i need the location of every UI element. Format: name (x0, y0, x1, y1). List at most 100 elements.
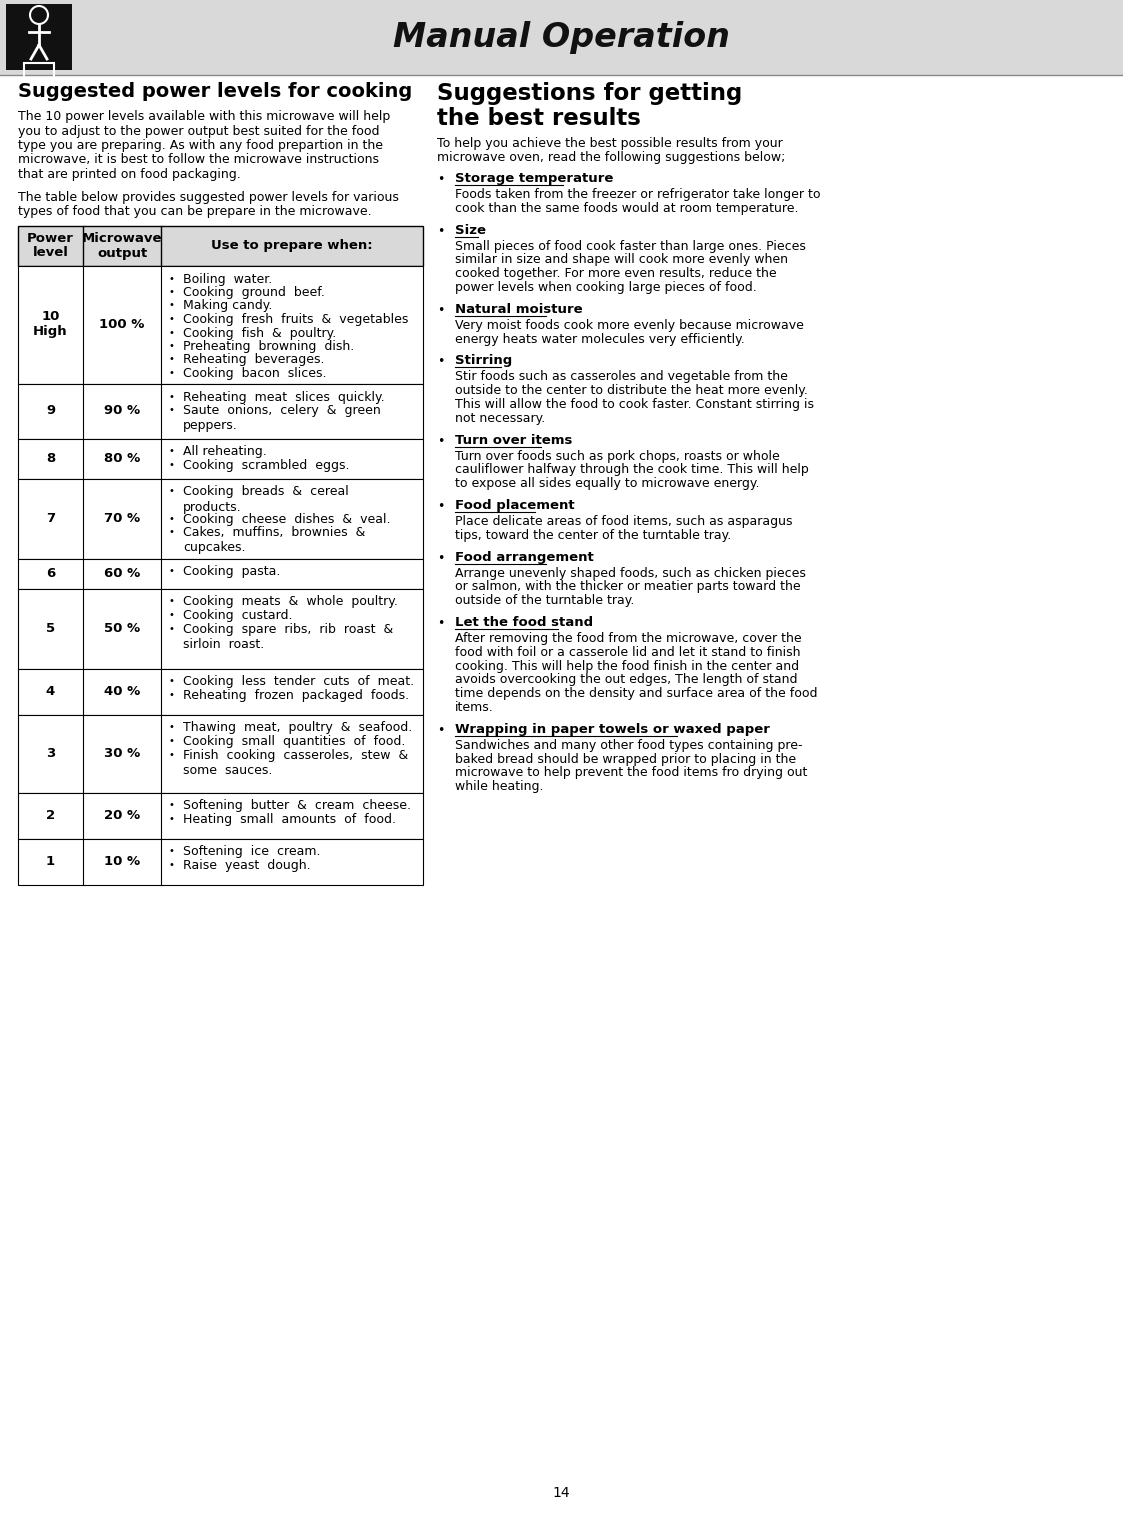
Text: Cooking  scrambled  eggs.: Cooking scrambled eggs. (183, 459, 349, 471)
Text: Cooking  custard.: Cooking custard. (183, 609, 292, 622)
Text: •: • (168, 514, 175, 523)
Text: tips, toward the center of the turntable tray.: tips, toward the center of the turntable… (455, 529, 731, 541)
Text: 100 %: 100 % (99, 318, 145, 330)
Text: food with foil or a casserole lid and let it stand to finish: food with foil or a casserole lid and le… (455, 646, 801, 659)
Text: to expose all sides equally to microwave energy.: to expose all sides equally to microwave… (455, 478, 759, 490)
Text: Place delicate areas of food items, such as asparagus: Place delicate areas of food items, such… (455, 515, 793, 528)
Text: •: • (168, 327, 175, 338)
Text: 30 %: 30 % (103, 747, 140, 760)
Text: 40 %: 40 % (103, 685, 140, 697)
Text: Size: Size (455, 223, 486, 236)
Text: Raise  yeast  dough.: Raise yeast dough. (183, 860, 311, 872)
Text: •: • (168, 355, 175, 364)
Text: Cooking  fresh  fruits  &  vegetables: Cooking fresh fruits & vegetables (183, 312, 409, 326)
Text: •: • (168, 800, 175, 811)
Text: •: • (168, 391, 175, 402)
Text: 20 %: 20 % (104, 810, 140, 822)
Text: Finish  cooking  casseroles,  stew  &
some  sauces.: Finish cooking casseroles, stew & some s… (183, 749, 409, 776)
Text: cooked together. For more even results, reduce the: cooked together. For more even results, … (455, 267, 777, 280)
Text: 5: 5 (46, 622, 55, 635)
Text: the best results: the best results (437, 108, 641, 130)
Text: •: • (168, 368, 175, 377)
Text: Stir foods such as casseroles and vegetable from the: Stir foods such as casseroles and vegeta… (455, 370, 788, 384)
Text: Cooking  fish  &  poultry.: Cooking fish & poultry. (183, 326, 336, 340)
Bar (0, 0, 1123, 74)
Bar (24, 64, 54, 79)
Text: •: • (168, 860, 175, 870)
Text: 14: 14 (553, 1486, 569, 1499)
Text: Arrange unevenly shaped foods, such as chicken pieces: Arrange unevenly shaped foods, such as c… (455, 567, 806, 579)
Text: Reheating  frozen  packaged  foods.: Reheating frozen packaged foods. (183, 688, 409, 702)
Text: Cooking  meats  &  whole  poultry.: Cooking meats & whole poultry. (183, 596, 398, 608)
Text: •: • (437, 552, 445, 564)
Text: microwave to help prevent the food items fro drying out: microwave to help prevent the food items… (455, 767, 807, 779)
Text: The table below provides suggested power levels for various: The table below provides suggested power… (18, 191, 399, 203)
Text: •: • (168, 596, 175, 606)
Text: Cooking  ground  beef.: Cooking ground beef. (183, 287, 325, 299)
Text: Saute  onions,  celery  &  green
peppers.: Saute onions, celery & green peppers. (183, 403, 381, 432)
Text: Use to prepare when:: Use to prepare when: (211, 240, 373, 252)
Text: •: • (437, 435, 445, 447)
Text: Cooking  breads  &  cereal
products.: Cooking breads & cereal products. (183, 485, 349, 514)
Text: time depends on the density and surface area of the food: time depends on the density and surface … (455, 687, 818, 700)
Text: Suggested power levels for cooking: Suggested power levels for cooking (18, 82, 412, 102)
Text: microwave oven, read the following suggestions below;: microwave oven, read the following sugge… (437, 152, 785, 165)
Text: •: • (168, 314, 175, 324)
Text: 2: 2 (46, 810, 55, 822)
Text: 7: 7 (46, 512, 55, 525)
Text: •: • (437, 173, 445, 186)
Bar (18, 669, 423, 714)
Text: Turn over items: Turn over items (455, 434, 573, 447)
Text: •: • (437, 723, 445, 737)
Text: outside of the turntable tray.: outside of the turntable tray. (455, 594, 634, 608)
Text: 10
High: 10 High (34, 311, 67, 338)
Text: 6: 6 (46, 567, 55, 581)
Bar (6, 5, 72, 70)
Text: items.: items. (455, 700, 494, 714)
Text: The 10 power levels available with this microwave will help: The 10 power levels available with this … (18, 111, 391, 123)
Text: Turn over foods such as pork chops, roasts or whole: Turn over foods such as pork chops, roas… (455, 450, 779, 462)
Text: Making candy.: Making candy. (183, 300, 273, 312)
Text: Reheating  meat  slices  quickly.: Reheating meat slices quickly. (183, 391, 384, 403)
Bar (18, 479, 423, 558)
Text: Cooking  less  tender  cuts  of  meat.: Cooking less tender cuts of meat. (183, 676, 414, 688)
Text: Storage temperature: Storage temperature (455, 171, 613, 185)
Text: Thawing  meat,  poultry  &  seafood.: Thawing meat, poultry & seafood. (183, 722, 412, 734)
Text: Heating  small  amounts  of  food.: Heating small amounts of food. (183, 813, 396, 826)
Bar (18, 714, 423, 793)
Text: Food placement: Food placement (455, 499, 575, 512)
Text: energy heats water molecules very efficiently.: energy heats water molecules very effici… (455, 332, 745, 346)
Text: Natural moisture: Natural moisture (455, 303, 583, 315)
Text: •: • (437, 224, 445, 238)
Text: All reheating.: All reheating. (183, 446, 267, 458)
Text: or salmon, with the thicker or meatier parts toward the: or salmon, with the thicker or meatier p… (455, 581, 801, 593)
Text: Reheating  beverages.: Reheating beverages. (183, 353, 325, 367)
Text: •: • (168, 567, 175, 576)
Text: Manual Operation: Manual Operation (393, 21, 730, 53)
Bar (18, 588, 423, 669)
Text: 4: 4 (46, 685, 55, 697)
Bar (18, 793, 423, 838)
Text: Food arrangement: Food arrangement (455, 550, 594, 564)
Text: •: • (168, 528, 175, 537)
Text: similar in size and shape will cook more evenly when: similar in size and shape will cook more… (455, 253, 788, 267)
Text: •: • (168, 623, 175, 634)
Text: 10 %: 10 % (104, 855, 140, 869)
Text: Sandwiches and many other food types containing pre-: Sandwiches and many other food types con… (455, 738, 803, 752)
Text: Preheating  browning  dish.: Preheating browning dish. (183, 340, 354, 353)
Text: Very moist foods cook more evenly because microwave: Very moist foods cook more evenly becaus… (455, 318, 804, 332)
Text: microwave, it is best to follow the microwave instructions: microwave, it is best to follow the micr… (18, 153, 378, 167)
Text: 9: 9 (46, 405, 55, 417)
Text: cook than the same foods would at room temperature.: cook than the same foods would at room t… (455, 202, 798, 215)
Text: This will allow the food to cook faster. Constant stirring is: This will allow the food to cook faster.… (455, 399, 814, 411)
Text: 3: 3 (46, 747, 55, 760)
Bar (18, 384, 423, 438)
Text: cauliflower halfway through the cook time. This will help: cauliflower halfway through the cook tim… (455, 464, 809, 476)
Text: Cooking  small  quantities  of  food.: Cooking small quantities of food. (183, 735, 405, 747)
Text: Let the food stand: Let the food stand (455, 615, 593, 629)
Text: Cooking  bacon  slices.: Cooking bacon slices. (183, 367, 327, 381)
Text: Softening  butter  &  cream  cheese.: Softening butter & cream cheese. (183, 799, 411, 813)
Text: •: • (168, 459, 175, 470)
Text: Stirring: Stirring (455, 355, 512, 367)
Text: Small pieces of food cook faster than large ones. Pieces: Small pieces of food cook faster than la… (455, 240, 806, 253)
